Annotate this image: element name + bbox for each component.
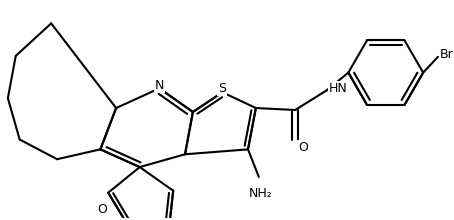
Text: N: N: [155, 79, 164, 92]
Text: NH₂: NH₂: [249, 187, 273, 200]
Text: HN: HN: [329, 82, 347, 95]
Text: O: O: [98, 203, 107, 216]
Text: Br: Br: [440, 48, 454, 61]
Text: S: S: [218, 82, 227, 95]
Text: O: O: [298, 141, 308, 154]
